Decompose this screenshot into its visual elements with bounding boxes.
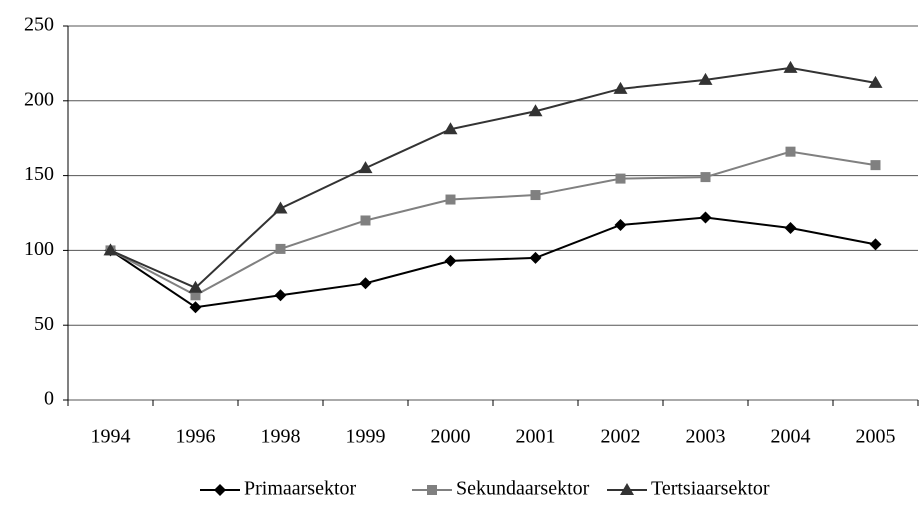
marker xyxy=(273,201,288,214)
y-tick-label: 100 xyxy=(24,238,54,260)
marker xyxy=(868,75,883,88)
x-tick-label: 1994 xyxy=(91,426,131,448)
y-tick-label: 150 xyxy=(24,163,54,185)
x-tick-label: 2000 xyxy=(431,426,471,448)
marker xyxy=(784,221,797,234)
marker xyxy=(189,301,202,314)
x-tick-label: 2001 xyxy=(516,426,556,448)
x-tick-label: 2005 xyxy=(856,426,896,448)
series-line xyxy=(109,216,876,309)
marker xyxy=(427,485,437,495)
x-tick-label: 2002 xyxy=(601,426,641,448)
marker xyxy=(698,72,713,85)
marker xyxy=(445,194,456,205)
marker xyxy=(214,484,226,496)
marker xyxy=(529,251,542,264)
marker xyxy=(869,238,882,251)
marker xyxy=(275,243,286,254)
x-tick-label: 2003 xyxy=(686,426,726,448)
marker xyxy=(613,81,628,94)
marker xyxy=(615,173,626,184)
marker xyxy=(530,190,541,201)
marker xyxy=(444,254,457,267)
marker xyxy=(528,104,543,117)
marker xyxy=(188,280,203,293)
y-tick-label: 50 xyxy=(34,313,54,335)
y-tick-label: 0 xyxy=(44,388,54,410)
legend-label: Sekundaarsektor xyxy=(456,478,590,500)
marker xyxy=(360,215,371,226)
series-line xyxy=(110,150,876,297)
marker xyxy=(783,60,798,73)
marker xyxy=(443,122,458,135)
x-tick-label: 2004 xyxy=(771,426,811,448)
marker xyxy=(785,146,796,157)
marker xyxy=(359,277,372,290)
y-tick-label: 250 xyxy=(24,14,54,36)
legend-label: Tertsiaarsektor xyxy=(651,478,770,500)
y-tick-label: 200 xyxy=(24,88,54,110)
marker xyxy=(614,218,627,231)
marker xyxy=(700,172,711,183)
marker xyxy=(699,211,712,224)
series-line xyxy=(110,66,876,289)
x-tick-label: 1999 xyxy=(346,426,386,448)
marker xyxy=(103,243,118,256)
legend-label: Primaarsektor xyxy=(244,478,357,500)
marker xyxy=(274,289,287,302)
marker xyxy=(358,161,373,174)
x-tick-label: 1996 xyxy=(176,426,216,448)
marker xyxy=(190,290,201,301)
x-tick-label: 1998 xyxy=(261,426,301,448)
marker xyxy=(870,160,881,171)
marker xyxy=(620,483,634,495)
